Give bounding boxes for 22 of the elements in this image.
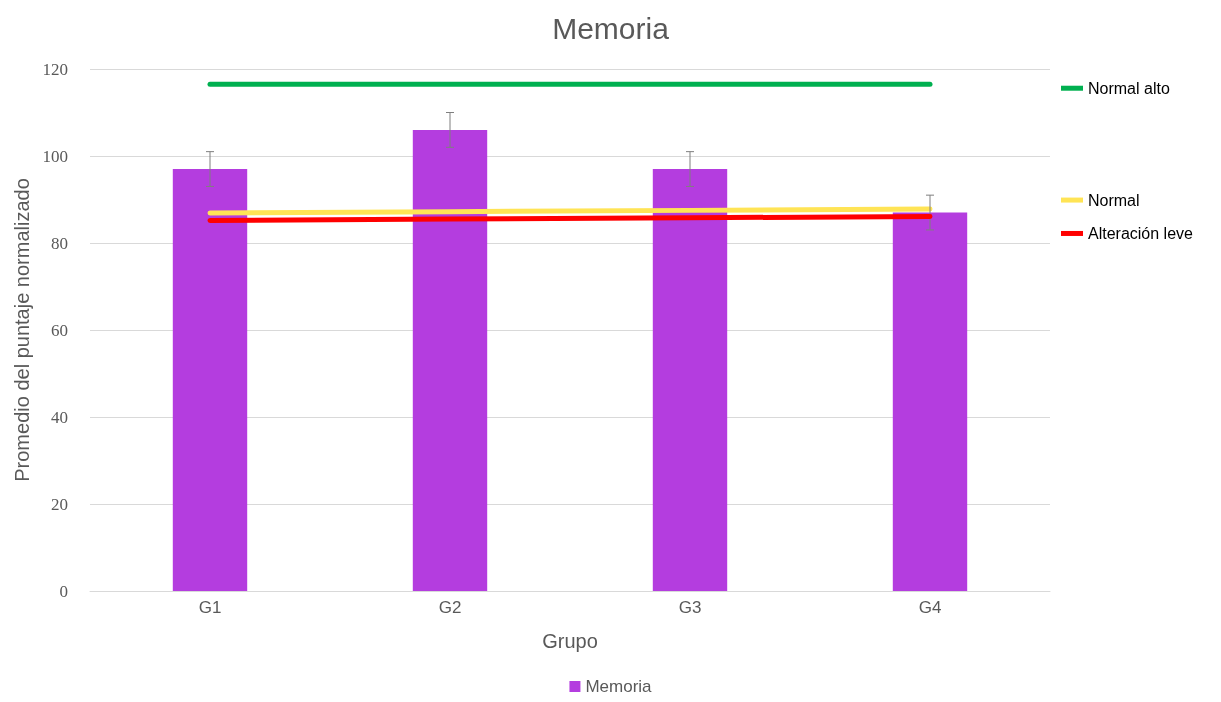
y-tick-label: 0	[59, 581, 68, 601]
y-axis-title: Promedio del puntaje normalizado	[10, 178, 33, 482]
y-tick-label: 20	[51, 494, 68, 514]
y-tick-label: 40	[51, 407, 68, 427]
bar	[652, 169, 728, 591]
bar	[412, 129, 488, 591]
y-tick-label: 120	[42, 59, 68, 79]
legend-label: Normal alto	[1088, 79, 1170, 97]
y-tick-label: 80	[51, 233, 68, 253]
x-tick-label: G2	[438, 598, 462, 617]
legend-label: Normal	[1088, 191, 1140, 209]
legend-label: Memoria	[585, 677, 653, 696]
y-tick-label: 60	[51, 320, 68, 340]
x-tick-label: G1	[198, 598, 222, 617]
x-tick-label: G3	[678, 598, 702, 617]
bar	[172, 169, 248, 591]
x-tick-label: G4	[918, 598, 942, 617]
bar	[892, 212, 968, 591]
x-axis-title: Grupo	[542, 630, 598, 652]
chart-title: Memoria	[552, 11, 670, 45]
legend-label: Alteración leve	[1088, 224, 1194, 242]
y-tick-label: 100	[42, 146, 68, 166]
